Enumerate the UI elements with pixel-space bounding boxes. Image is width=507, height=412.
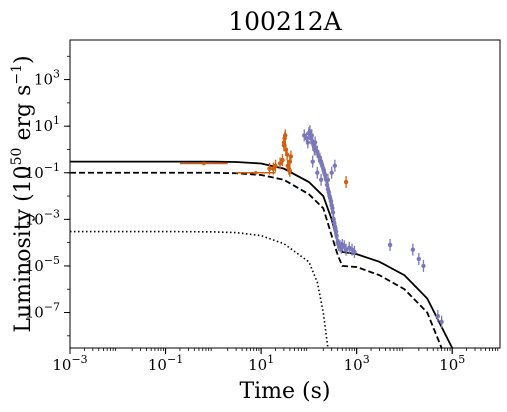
data-point-purple bbox=[343, 247, 349, 252]
data-point-purple bbox=[352, 249, 357, 255]
data-point-purple bbox=[387, 242, 393, 248]
data-point-orange bbox=[284, 152, 290, 157]
data-point-orange bbox=[283, 133, 288, 138]
data-point-purple bbox=[435, 313, 441, 319]
data-point-purple bbox=[318, 177, 324, 182]
data-point-purple bbox=[310, 159, 315, 164]
data-point-purple bbox=[330, 206, 335, 211]
y-tick-label: 103 bbox=[34, 68, 60, 89]
y-tick-label: 101 bbox=[34, 114, 60, 135]
data-point-purple bbox=[439, 319, 444, 324]
data-point-purple bbox=[342, 244, 347, 249]
data-point-purple bbox=[410, 247, 416, 252]
data-point-purple bbox=[332, 163, 338, 168]
y-tick-label: 10−7 bbox=[25, 301, 60, 322]
model-curve-dashed bbox=[70, 171, 443, 348]
data-point-purple bbox=[325, 177, 331, 182]
y-tick-label: 10−3 bbox=[25, 207, 60, 228]
x-axis-label: Time (s) bbox=[239, 379, 330, 404]
x-tick-label: 103 bbox=[344, 353, 370, 374]
data-point-purple bbox=[309, 133, 314, 138]
chart-title: 100212A bbox=[228, 7, 342, 36]
x-axis-ticks: 10−3 10−1 101 103 105 bbox=[52, 348, 499, 374]
data-point-purple bbox=[312, 140, 318, 145]
data-point-purple bbox=[329, 170, 334, 175]
data-point-orange bbox=[267, 166, 272, 171]
x-tick-label: 105 bbox=[439, 353, 465, 374]
y-tick-label: 10−5 bbox=[25, 254, 60, 275]
x-tick-label: 101 bbox=[248, 353, 274, 374]
data-point-purple bbox=[305, 140, 311, 145]
data-point-orange bbox=[288, 154, 294, 159]
data-point-orange bbox=[287, 168, 293, 174]
model-curve-solid bbox=[70, 160, 454, 348]
data-point-orange bbox=[343, 179, 349, 185]
data-point-purple bbox=[302, 133, 307, 138]
x-tick-label: 10−1 bbox=[148, 353, 183, 374]
data-point-orange bbox=[280, 157, 285, 163]
y-axis-ticks: 10−7 10−5 10−3 10−1 101 103 bbox=[25, 55, 70, 337]
model-curve-dotted bbox=[70, 230, 329, 348]
plot-frame bbox=[69, 39, 501, 349]
y-axis-label: Luminosity (1050 erg s−1) bbox=[9, 55, 36, 332]
y-tick-label: 10−1 bbox=[25, 161, 60, 182]
data-point-orange bbox=[254, 170, 258, 175]
x-tick-label: 10−3 bbox=[52, 353, 87, 374]
plot-area bbox=[70, 125, 454, 348]
data-point-purple bbox=[421, 263, 426, 269]
data-point-orange bbox=[202, 161, 206, 166]
data-point-orange bbox=[277, 161, 283, 166]
data-point-purple bbox=[416, 256, 422, 262]
data-point-purple bbox=[315, 170, 320, 175]
data-point-orange bbox=[273, 163, 278, 168]
